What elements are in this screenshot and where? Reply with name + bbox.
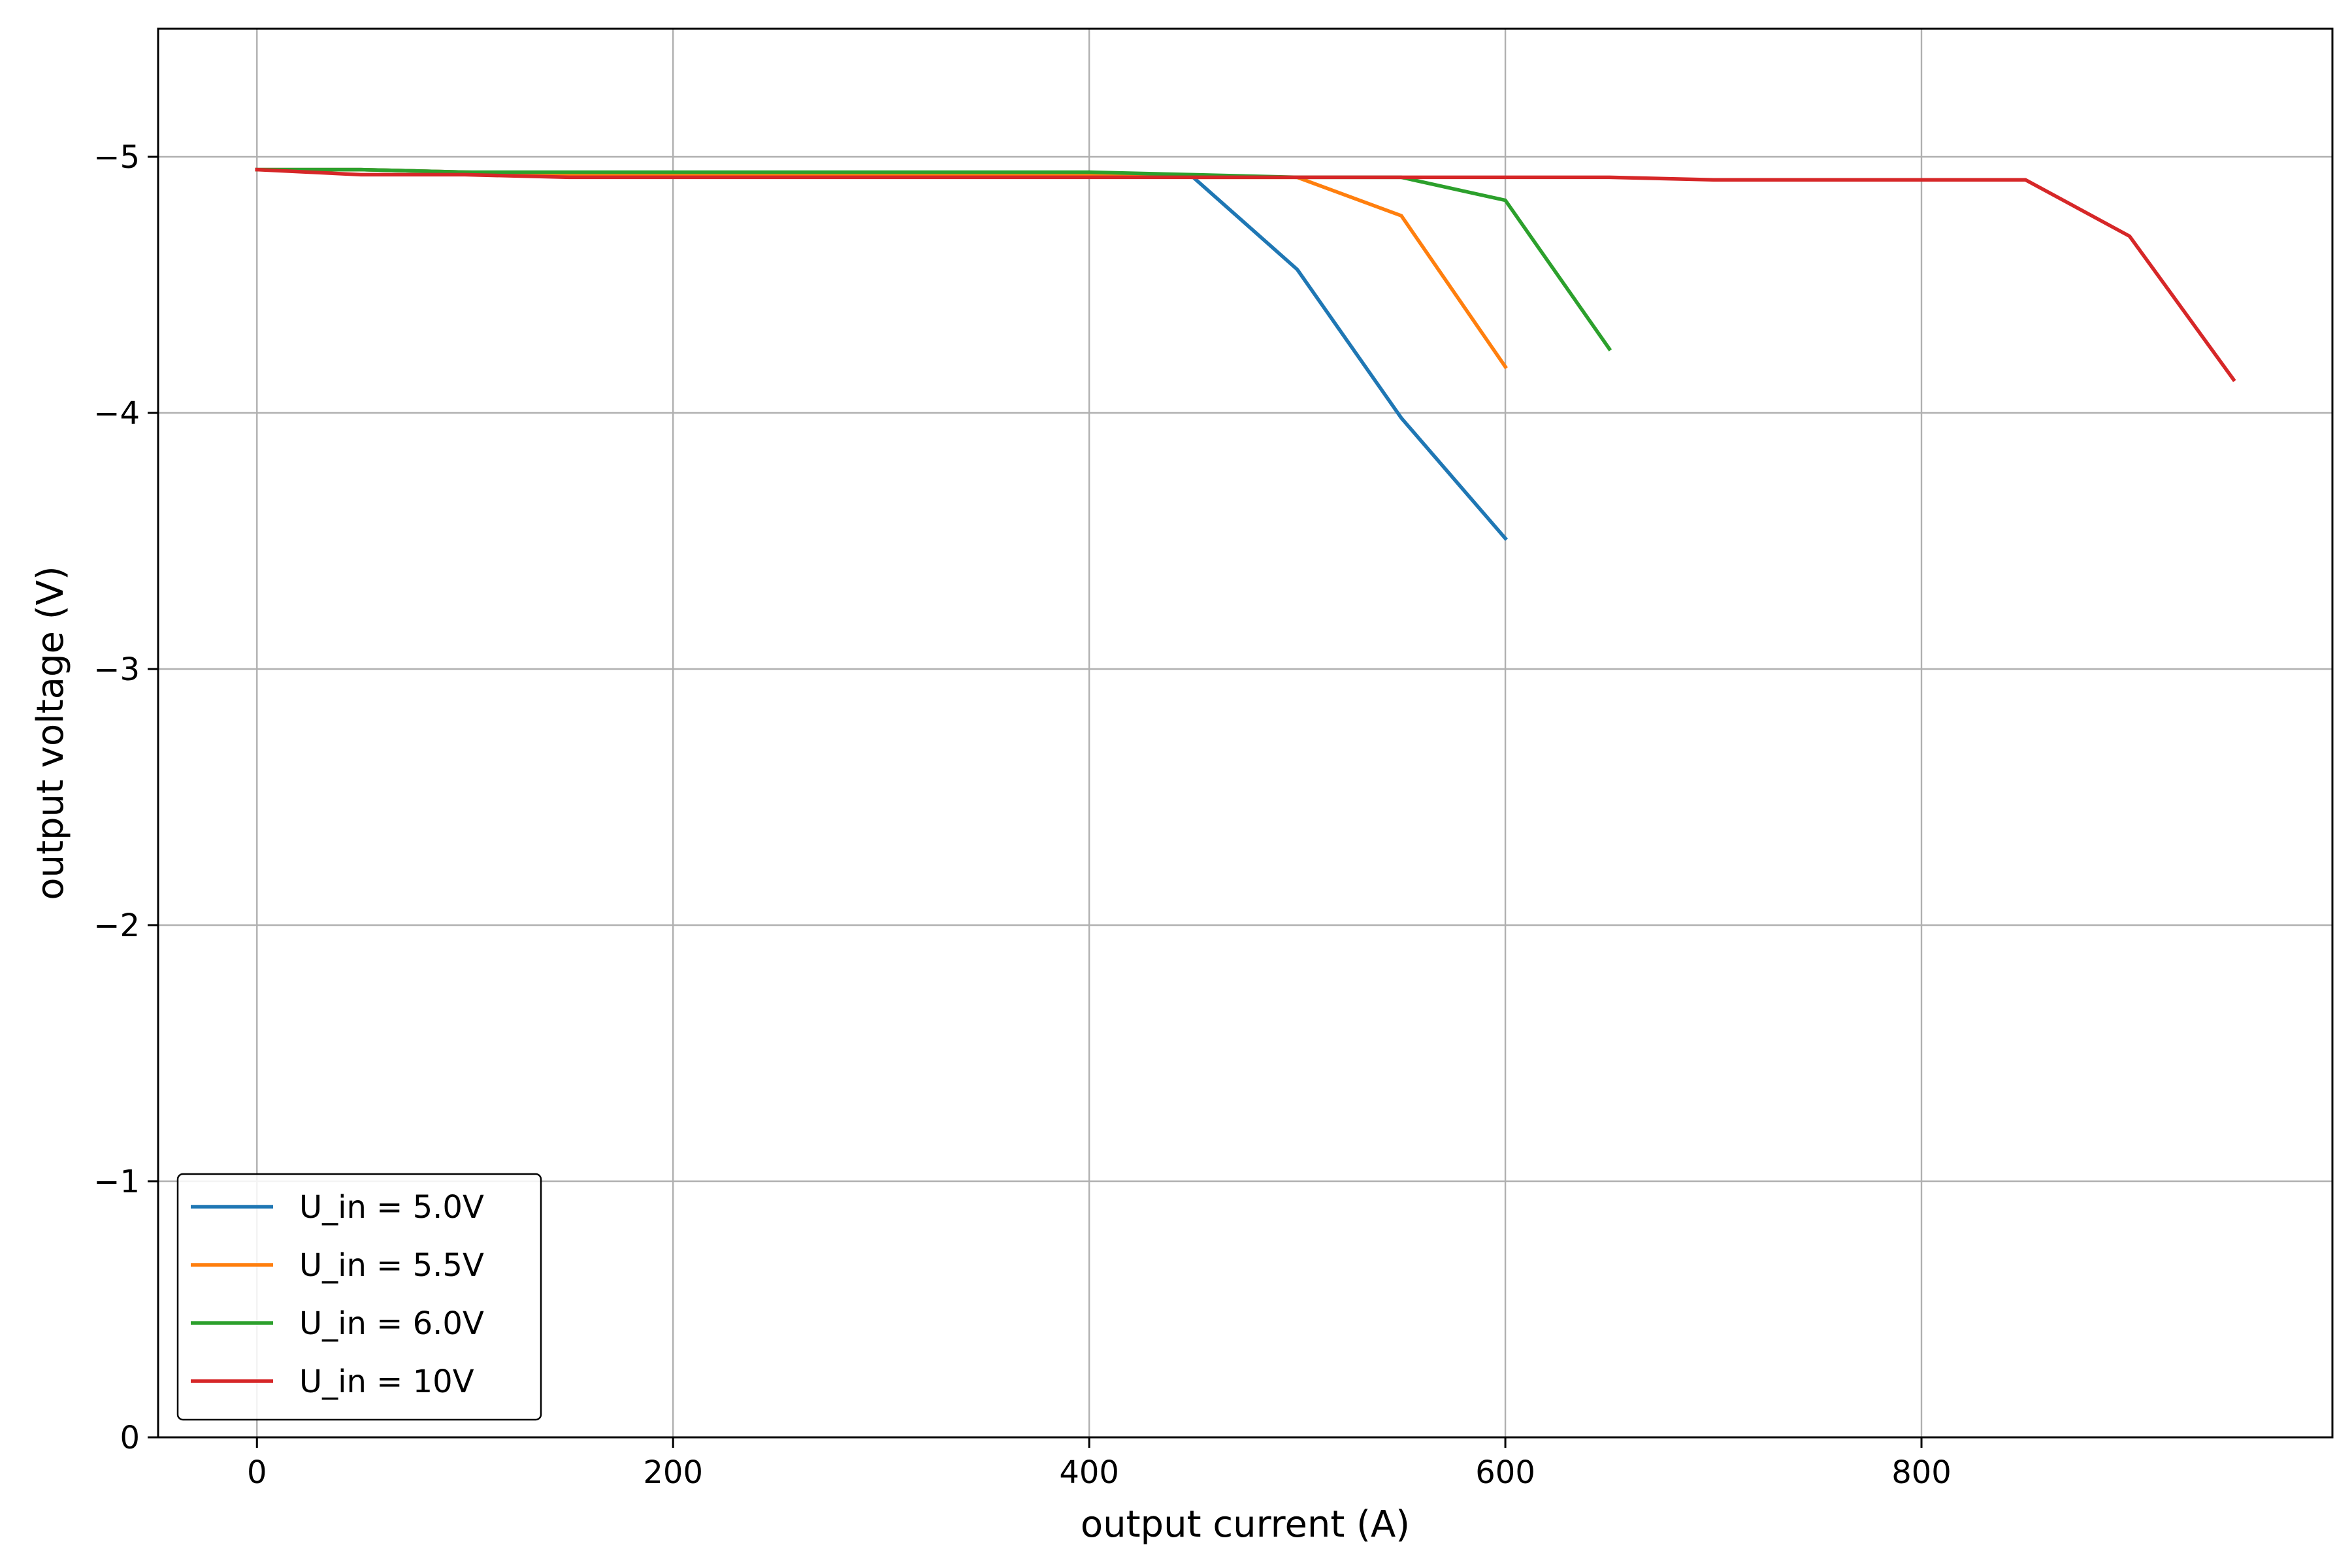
plot-frame — [157, 27, 2334, 1439]
y-tick-label: 0 — [120, 1420, 140, 1456]
legend-box — [176, 1173, 542, 1421]
y-tick-label: −2 — [93, 907, 140, 944]
y-tick-label: −5 — [93, 139, 140, 176]
ticks: 0 200 400 600 800 0 −1 −2 −3 −4 −5 — [93, 139, 1952, 1491]
series-lines — [255, 167, 2236, 541]
series-line — [255, 167, 2236, 382]
y-tick-label: −1 — [93, 1164, 140, 1200]
legend: U_in = 5.0V U_in = 5.5V U_in = 6.0V U_in = … — [176, 1173, 542, 1421]
x-tick-label: 600 — [1475, 1454, 1535, 1491]
x-tick-label: 800 — [1891, 1454, 1952, 1491]
x-axis-label: output current (A) — [1081, 1503, 1410, 1546]
y-tick-label: −3 — [93, 651, 140, 688]
legend-label: U_in = 6.0V — [299, 1305, 484, 1342]
x-tick-label: 0 — [247, 1454, 267, 1491]
x-tick-label: 400 — [1059, 1454, 1119, 1491]
y-axis-label: output voltage (V) — [29, 566, 72, 900]
legend-label: U_in = 10V — [299, 1364, 474, 1400]
legend-label: U_in = 5.0V — [299, 1189, 484, 1226]
x-tick-label: 200 — [643, 1454, 703, 1491]
legend-label: U_in = 5.5V — [299, 1247, 484, 1284]
y-tick-label: −4 — [93, 395, 140, 432]
